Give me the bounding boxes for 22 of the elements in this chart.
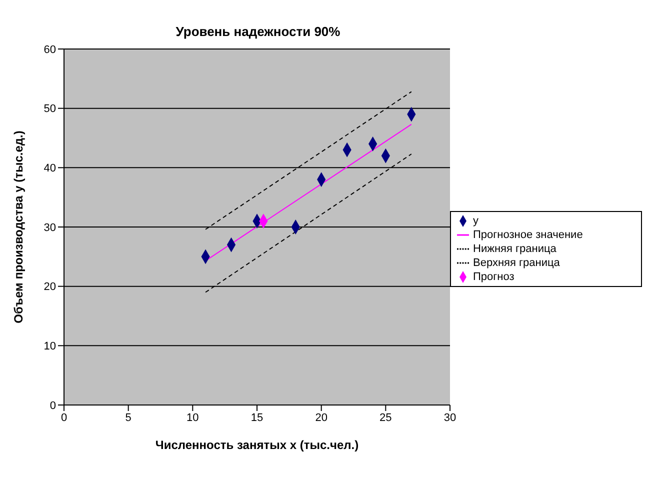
x-tick-label: 5 [125, 412, 132, 424]
x-tick-label: 15 [250, 412, 264, 424]
y-tick-label: 60 [44, 44, 56, 56]
y-tick-label: 20 [44, 281, 56, 294]
legend-label: Верхняя граница [473, 257, 560, 269]
y-tick-label: 30 [44, 222, 56, 234]
y-tick-label: 50 [44, 103, 56, 116]
chart-title: Уровень надежности 90% [174, 24, 342, 39]
legend-label: Прогноз [473, 271, 514, 283]
y-tick-label: 10 [44, 340, 56, 353]
x-tick-label: 10 [186, 412, 199, 424]
x-tick-label: 20 [315, 412, 328, 424]
y-tick-label: 40 [44, 162, 56, 175]
y-tick-label: 0 [50, 400, 56, 412]
legend-label: y [473, 215, 478, 227]
legend-label: Прогнозное значение [473, 229, 583, 241]
x-tick-label: 30 [444, 412, 456, 424]
x-axis-title: Численность занятых x (тыс.чел.) [155, 438, 359, 452]
y-axis-title: Объем производства y (тыс.ед.) [11, 130, 26, 324]
x-tick-label: 25 [380, 412, 392, 424]
x-tick-label: 0 [60, 412, 68, 424]
legend-label: Нижняя граница [473, 243, 556, 255]
